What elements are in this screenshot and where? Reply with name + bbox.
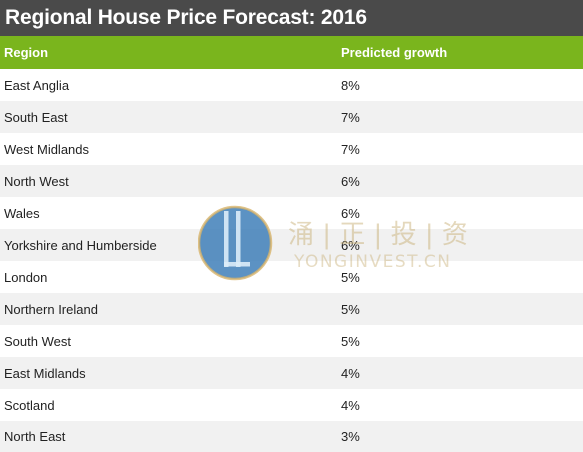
forecast-table: Region Predicted growth East Anglia 8% S… [0, 36, 583, 452]
region-cell: Scotland [4, 397, 55, 413]
growth-cell: 4% [341, 397, 360, 413]
growth-cell: 7% [341, 141, 360, 157]
table-row: North East 3% [0, 421, 583, 452]
page-title: Regional House Price Forecast: 2016 [5, 6, 367, 29]
growth-cell: 3% [337, 421, 583, 452]
growth-cell: 7% [337, 101, 583, 133]
growth-cell: 6% [337, 229, 583, 261]
growth-cell: 8% [341, 77, 360, 93]
region-cell: South West [4, 333, 71, 349]
region-cell: West Midlands [4, 141, 90, 157]
region-cell: South East [0, 101, 337, 133]
table-row: Wales 6% [0, 197, 583, 229]
region-cell: East Anglia [4, 77, 70, 93]
growth-cell: 6% [337, 165, 583, 197]
region-cell: Northern Ireland [0, 293, 337, 325]
region-cell: East Midlands [0, 357, 337, 389]
table-row: London 5% [0, 261, 583, 293]
table-row: North West 6% [0, 165, 583, 197]
table-row: West Midlands 7% [0, 133, 583, 165]
growth-cell: 5% [341, 333, 360, 349]
table-row: East Midlands 4% [0, 357, 583, 389]
region-cell: Yorkshire and Humberside [0, 229, 337, 261]
table-row: Scotland 4% [0, 389, 583, 421]
growth-cell: 5% [341, 269, 360, 285]
table-row: Yorkshire and Humberside 6% [0, 229, 583, 261]
table-row: South East 7% [0, 101, 583, 133]
table-row: East Anglia 8% [0, 69, 583, 101]
column-header-predicted-growth: Predicted growth [337, 36, 583, 69]
region-cell: North West [0, 165, 337, 197]
table-row: South West 5% [0, 325, 583, 357]
table-header-row: Region Predicted growth [0, 36, 583, 69]
title-bar: Regional House Price Forecast: 2016 [0, 0, 583, 36]
region-cell: London [4, 269, 48, 285]
table-row: Northern Ireland 5% [0, 293, 583, 325]
region-cell: Wales [4, 205, 40, 221]
growth-cell: 6% [341, 205, 360, 221]
growth-cell: 4% [337, 357, 583, 389]
growth-cell: 5% [337, 293, 583, 325]
column-header-region: Region [0, 36, 337, 69]
region-cell: North East [0, 421, 337, 452]
